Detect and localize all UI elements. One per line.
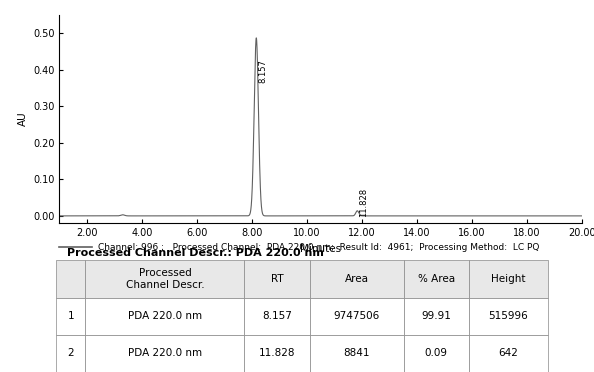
Y-axis label: AU: AU (17, 112, 27, 126)
X-axis label: Minutes: Minutes (300, 244, 342, 254)
Text: Channel: 996 ;   Processed Channel:  PDA 220.0 nm;  Result Id:  4961;  Processin: Channel: 996 ; Processed Channel: PDA 22… (98, 243, 539, 252)
Text: Processed Channel Descr.: PDA 220.0 nm: Processed Channel Descr.: PDA 220.0 nm (67, 248, 324, 258)
Text: 8.157: 8.157 (258, 59, 267, 83)
Text: 11.828: 11.828 (359, 188, 368, 217)
